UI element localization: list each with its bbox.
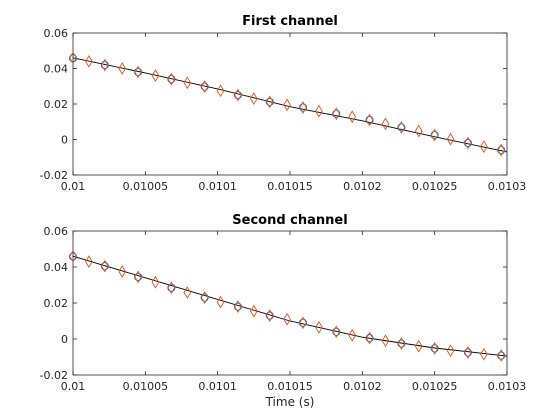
- diamond-marker: [315, 320, 323, 334]
- tick-marks: [72, 32, 508, 176]
- x-tick-label: 0.0103: [488, 180, 527, 193]
- axes-box: [72, 230, 508, 376]
- diamond-marker: [464, 136, 472, 150]
- diamond-marker: [464, 346, 472, 359]
- y-tick-label: 0.02: [44, 98, 69, 111]
- tick-labels: 0.01 0.01005 0.0101 0.01015 0.0102 0.01025 0.0…: [40, 27, 527, 193]
- diamond-marker: [216, 295, 225, 309]
- plot-area: [68, 51, 508, 157]
- diamond-marker: [134, 65, 142, 79]
- diamond-marker: [183, 76, 192, 90]
- diamond-marker: [234, 300, 242, 313]
- diamond-marker: [200, 80, 209, 93]
- diamond-marker: [250, 304, 258, 318]
- x-tick-label: 0.01025: [412, 180, 458, 193]
- chart-title: First channel: [242, 14, 338, 29]
- diamond-marker: [151, 275, 160, 289]
- subplot-second-channel: 0.01 0.01005 0.0101 0.01015 0.0102 0.01025 0.0…: [40, 213, 527, 409]
- diamond-marker: [446, 344, 455, 358]
- diamond-marker: [299, 101, 307, 114]
- diamond-marker: [480, 140, 488, 153]
- x-tick-label: 0.0103: [488, 380, 527, 393]
- x-tick-label: 0.0101: [198, 380, 237, 393]
- diamond-marker: [414, 124, 423, 138]
- diamond-marker: [101, 259, 109, 273]
- x-tick-label: 0.0101: [198, 180, 237, 193]
- y-tick-label: 0.06: [44, 27, 69, 40]
- x-axis-label: Time (s): [265, 395, 315, 409]
- x-tick-label: 0.01025: [412, 380, 458, 393]
- diamond-marker: [381, 117, 390, 131]
- diamond-marker: [69, 51, 77, 65]
- diamond-marker: [134, 270, 142, 284]
- diamond-marker: [446, 132, 455, 146]
- y-tick-label: 0: [61, 134, 68, 147]
- diamond-marker: [430, 341, 439, 355]
- subplot-first-channel: 0.01 0.01005 0.0101 0.01015 0.0102 0.01025 0.0…: [40, 14, 527, 193]
- x-tick-label: 0.01015: [267, 380, 313, 393]
- diamond-marker: [430, 128, 439, 142]
- diamond-marker: [234, 88, 242, 102]
- x-tick-label: 0.01015: [267, 180, 313, 193]
- series-line: [72, 255, 508, 357]
- y-tick-label: 0.04: [44, 261, 69, 274]
- diamond-marker: [414, 339, 423, 353]
- diamond-marker: [265, 95, 274, 109]
- x-tick-label: 0.01: [61, 180, 86, 193]
- chart-title: Second channel: [232, 213, 347, 228]
- diamond-marker: [365, 331, 374, 345]
- diamond-marker: [397, 337, 406, 350]
- diamond-marker: [265, 309, 274, 322]
- diamond-marker: [85, 255, 93, 268]
- diamond-marker: [283, 98, 291, 112]
- diamond-marker: [283, 312, 291, 326]
- diamond-marker: [167, 281, 176, 295]
- y-tick-label: -0.02: [40, 169, 68, 182]
- diamond-marker: [365, 113, 374, 127]
- plot-area: [68, 249, 508, 362]
- x-tick-label: 0.0102: [343, 380, 382, 393]
- diamond-marker: [118, 265, 127, 278]
- diamond-marker: [101, 58, 109, 72]
- diamond-marker: [118, 62, 127, 75]
- y-tick-label: 0: [61, 333, 68, 346]
- y-tick-label: 0.04: [44, 63, 69, 76]
- x-tick-label: 0.01005: [123, 180, 169, 193]
- tick-labels: 0.01 0.01005 0.0101 0.01015 0.0102 0.01025 0.0…: [40, 225, 527, 393]
- diamond-marker: [167, 72, 176, 86]
- series-line: [72, 57, 508, 153]
- y-tick-label: 0.02: [44, 297, 69, 310]
- y-tick-label: 0.06: [44, 225, 69, 238]
- diamond-marker: [315, 104, 323, 118]
- x-tick-label: 0.01: [61, 380, 86, 393]
- diamond-marker: [200, 291, 209, 304]
- diamond-marker: [183, 286, 192, 299]
- tick-marks: [72, 230, 508, 376]
- diamond-marker: [85, 55, 93, 68]
- diamond-marker: [216, 84, 225, 98]
- diamond-marker: [69, 249, 77, 263]
- x-tick-label: 0.01005: [123, 380, 169, 393]
- diamond-marker: [497, 349, 506, 362]
- y-tick-label: -0.02: [40, 369, 68, 382]
- diamond-marker: [381, 334, 390, 348]
- diamond-marker: [348, 110, 357, 124]
- diamond-marker: [299, 316, 307, 330]
- x-tick-label: 0.0102: [343, 180, 382, 193]
- diamond-marker: [151, 69, 160, 82]
- diamond-marker: [497, 143, 506, 157]
- diamond-marker: [348, 329, 357, 342]
- diamond-marker: [332, 107, 341, 121]
- diamond-marker: [397, 121, 406, 134]
- diamond-marker: [250, 92, 258, 106]
- diamond-marker: [332, 325, 341, 339]
- diamond-marker: [480, 347, 488, 361]
